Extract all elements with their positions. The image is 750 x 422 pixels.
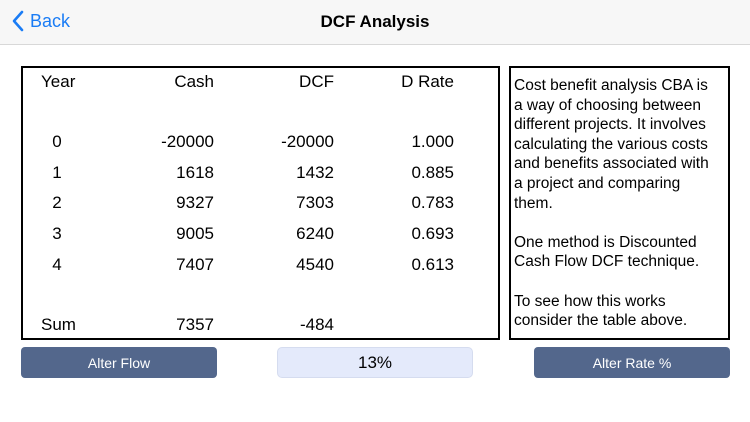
table-cell: 9005 (176, 224, 214, 243)
table-cell: 4540 (296, 255, 334, 274)
table-cell: -20000 (281, 132, 334, 151)
table-cell: 2 (52, 193, 62, 212)
table-cell: 0.613 (411, 255, 454, 274)
table-cell: 4 (52, 255, 62, 274)
table-cell: 7303 (296, 193, 334, 212)
table-cell: 0.783 (411, 193, 454, 212)
table-cell: 1.000 (411, 132, 454, 151)
table-cell: 0.885 (411, 163, 454, 182)
info-text-box: Cost benefit analysis CBA is a way of ch… (509, 66, 730, 340)
table-cell: -20000 (161, 132, 214, 151)
back-button[interactable]: Back (12, 10, 70, 32)
table-cell: 3 (52, 224, 62, 243)
alter-rate-button[interactable]: Alter Rate % (534, 347, 730, 378)
rate-field[interactable]: 13% (277, 347, 473, 378)
sum-cell: -484 (299, 315, 334, 334)
info-paragraph: One method is Discounted Cash Flow DCF t… (514, 233, 700, 271)
table-cell: 1 (52, 163, 62, 182)
column-header: DCF (299, 72, 334, 91)
table-cell: 0.693 (411, 224, 454, 243)
nav-bar: Back DCF Analysis (0, 0, 750, 45)
table-cell: 1618 (176, 163, 214, 182)
info-paragraph: Cost benefit analysis CBA is a way of ch… (514, 77, 709, 212)
column-header: D Rate (401, 72, 454, 91)
table-cell: 9327 (176, 193, 214, 212)
column-header: Cash (174, 72, 214, 91)
table-cell: 0 (52, 132, 62, 151)
table-cell: 6240 (296, 224, 334, 243)
back-label: Back (30, 10, 71, 31)
column-header: Year (41, 72, 76, 91)
alter-flow-button[interactable]: Alter Flow (21, 347, 217, 378)
chevron-left-icon (12, 10, 24, 32)
info-paragraph: To see how this works consider the table… (514, 292, 688, 330)
sum-cell: Sum (41, 315, 76, 334)
dcf-table: Year Cash DCF D Rate 0 -20000 -20000 1.000 1 1618… (21, 66, 500, 340)
table-cell: 7407 (176, 255, 214, 274)
sum-cell: 7357 (176, 315, 214, 334)
table-cell: 1432 (296, 163, 334, 182)
page-title: DCF Analysis (320, 12, 430, 31)
